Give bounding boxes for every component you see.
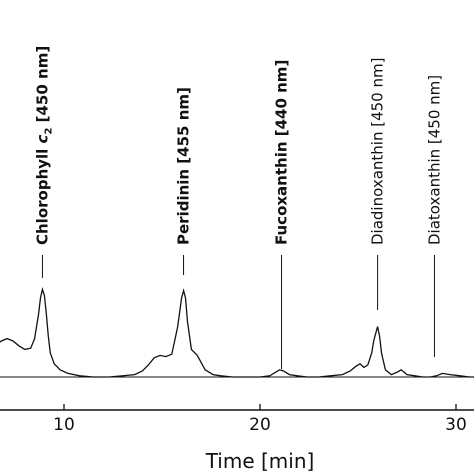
annotation-label: Peridinin [455 nm] xyxy=(175,87,193,245)
annotation-label: Diatoxanthin [450 nm] xyxy=(425,75,443,245)
annotation-label: Chlorophyll c2 [450 nm] xyxy=(33,46,54,245)
series-line-chromatogram xyxy=(0,286,474,378)
peak-annotations: Chlorophyll c2 [450 nm] Peridinin [455 nm… xyxy=(33,46,443,369)
x-tick-label: 30 xyxy=(445,415,467,435)
plot-frame xyxy=(0,409,474,411)
annotation-label: Fucoxanthin [440 nm] xyxy=(273,60,291,245)
annotation-label: Diadinoxanthin [450 nm] xyxy=(369,58,387,245)
x-tick-label: 10 xyxy=(53,415,75,435)
x-tick-label: 20 xyxy=(249,415,271,435)
x-axis-ticks: 10 20 30 xyxy=(53,404,467,435)
x-axis-title: Time [min] xyxy=(205,449,315,473)
